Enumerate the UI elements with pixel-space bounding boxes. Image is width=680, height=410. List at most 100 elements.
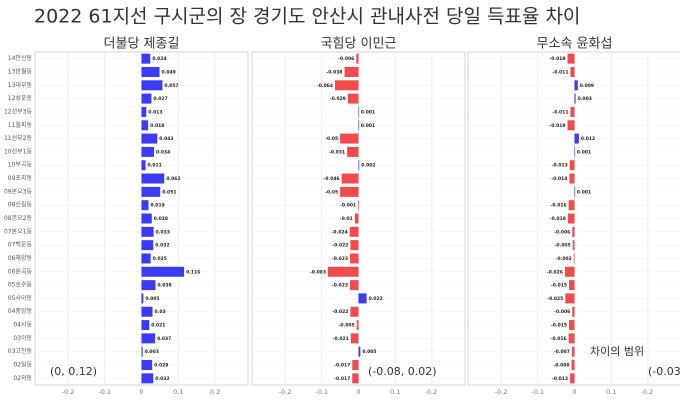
- category-label: 07본오1동: [4, 228, 32, 235]
- bar: [352, 373, 359, 384]
- bar: [350, 280, 359, 291]
- bar: [358, 346, 361, 357]
- category-label: 13반월동: [8, 67, 33, 75]
- data-label: -0.046: [323, 176, 339, 182]
- data-label: -0.011: [552, 69, 568, 75]
- data-label: -0.022: [332, 243, 348, 249]
- bar: [141, 373, 154, 384]
- data-label: -0.016: [551, 203, 567, 209]
- x-tick-label: -0.1: [315, 388, 328, 396]
- category-label: 11선부2동: [4, 134, 32, 142]
- category-label: 11월피동: [8, 121, 33, 129]
- data-label: 0.028: [154, 216, 168, 222]
- bar: [356, 320, 359, 331]
- data-label: 0.019: [150, 203, 164, 209]
- bar: [569, 173, 575, 184]
- x-tick-label: 0.2: [210, 388, 220, 396]
- category-label: 12성포동: [8, 94, 33, 102]
- data-label: -0.006: [338, 56, 354, 62]
- category-label: 14안산동: [8, 54, 33, 62]
- bar: [349, 226, 359, 237]
- bar: [352, 360, 359, 371]
- category-label: 02와동: [13, 375, 32, 382]
- data-label: -0.064: [317, 83, 333, 89]
- x-tick-label: 0.2: [643, 388, 653, 396]
- category-label: 08본오2동: [4, 215, 32, 222]
- chart-title: 2022 61지선 구시군의 장 경기도 안산시 관내사전 당일 득표율 차이: [34, 6, 580, 28]
- category-label: 05사이동: [8, 294, 33, 302]
- bar: [341, 173, 359, 184]
- x-tick-label: -0.2: [62, 388, 75, 396]
- bar: [358, 160, 360, 171]
- data-label: -0.005: [339, 323, 355, 329]
- data-label: 0.001: [361, 109, 375, 115]
- x-tick-label: 0.1: [606, 388, 616, 396]
- x-tick-label: 0.2: [427, 388, 437, 396]
- bar: [574, 80, 578, 91]
- bar: [356, 53, 359, 64]
- x-tick-label: 0.1: [390, 388, 400, 396]
- bar: [354, 213, 359, 224]
- bar: [567, 120, 575, 131]
- bar: [574, 133, 579, 144]
- bar: [141, 293, 144, 304]
- bar: [141, 93, 152, 104]
- data-label: -0.05: [325, 136, 338, 142]
- bar: [350, 306, 359, 317]
- bar: [568, 320, 575, 331]
- data-label: 0.027: [153, 96, 167, 102]
- category-label: 07백운동: [8, 241, 33, 249]
- annotation: (0, 0.12): [50, 365, 97, 378]
- bar: [141, 160, 146, 171]
- panel-title: 더불당 제종길: [104, 37, 180, 52]
- data-label: -0.023: [332, 256, 348, 262]
- data-label: -0.018: [550, 216, 566, 222]
- bar: [572, 240, 575, 251]
- category-label: 04사동: [13, 321, 32, 329]
- data-label: -0.023: [332, 283, 348, 289]
- data-label: 0.011: [148, 163, 162, 169]
- bar: [350, 240, 359, 251]
- bar: [141, 306, 153, 317]
- bar: [141, 120, 149, 131]
- bar: [571, 360, 575, 371]
- bar: [573, 253, 575, 264]
- bar: [344, 66, 359, 77]
- data-label: -0.021: [333, 336, 349, 342]
- category-label: 05호수동: [8, 282, 33, 289]
- data-label: 0.022: [369, 296, 383, 302]
- x-tick-label: 0.1: [173, 388, 183, 396]
- bar: [358, 293, 367, 304]
- category-label: 10선부1동: [4, 147, 32, 155]
- data-label: 0.062: [166, 176, 180, 182]
- data-label: -0.015: [551, 283, 567, 289]
- data-label: -0.083: [310, 269, 326, 275]
- data-label: 0.03: [155, 309, 166, 315]
- data-label: -0.025: [547, 296, 563, 302]
- x-tick-label: 0: [139, 388, 143, 396]
- bar: [141, 320, 150, 331]
- category-label: 13대부동: [8, 81, 33, 89]
- x-tick-label: -0.2: [279, 388, 292, 396]
- bar: [568, 333, 575, 344]
- data-label: 0.013: [148, 109, 162, 115]
- bar: [564, 266, 575, 277]
- data-label: -0.013: [552, 163, 568, 169]
- bar: [358, 200, 359, 211]
- data-label: -0.01: [340, 216, 353, 222]
- bar: [141, 266, 185, 277]
- category-label: 09초지동: [8, 174, 33, 182]
- data-label: 0.032: [155, 243, 169, 249]
- category-label: 02일동: [13, 361, 32, 369]
- bar: [569, 160, 575, 171]
- bar: [141, 133, 158, 144]
- data-label: -0.001: [340, 203, 356, 209]
- bar: [141, 360, 153, 371]
- data-label: -0.031: [329, 149, 345, 155]
- category-label: 08신길동: [8, 201, 33, 209]
- category-label: 04중앙동: [8, 307, 33, 315]
- data-label: -0.011: [552, 109, 568, 115]
- bar: [141, 53, 151, 64]
- bar: [358, 106, 360, 117]
